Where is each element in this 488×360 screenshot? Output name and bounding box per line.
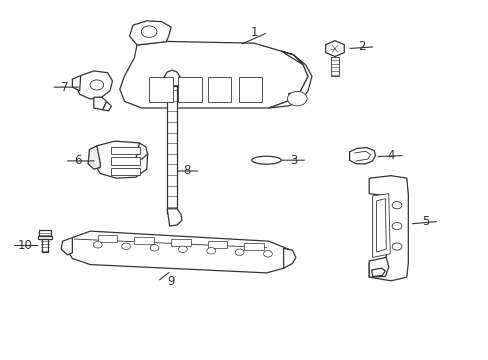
Polygon shape (376, 199, 386, 252)
Circle shape (391, 243, 401, 250)
Bar (98, 235, 117, 242)
Bar (149, 77, 172, 102)
Text: 2: 2 (357, 40, 365, 53)
Polygon shape (349, 148, 375, 164)
Polygon shape (39, 230, 51, 236)
Polygon shape (368, 257, 388, 277)
Circle shape (93, 242, 102, 248)
Polygon shape (288, 92, 303, 104)
Polygon shape (268, 51, 311, 108)
Polygon shape (129, 21, 171, 45)
Text: 10: 10 (18, 239, 33, 252)
Bar (111, 157, 140, 165)
Circle shape (235, 249, 244, 256)
Circle shape (263, 251, 272, 257)
Text: 1: 1 (250, 26, 258, 39)
Polygon shape (102, 102, 111, 111)
Polygon shape (136, 143, 147, 159)
Polygon shape (67, 231, 292, 273)
Circle shape (287, 91, 306, 106)
Bar (207, 77, 231, 102)
Polygon shape (371, 268, 385, 276)
Circle shape (122, 243, 130, 249)
Bar (178, 77, 202, 102)
Bar (171, 239, 190, 246)
Polygon shape (76, 71, 112, 99)
Text: 8: 8 (183, 165, 190, 177)
Text: 9: 9 (167, 275, 175, 288)
Polygon shape (167, 209, 182, 226)
Ellipse shape (251, 156, 281, 164)
Polygon shape (38, 236, 52, 239)
Circle shape (206, 248, 215, 254)
Bar (207, 241, 227, 248)
Polygon shape (283, 248, 295, 268)
Polygon shape (72, 76, 81, 91)
Bar (134, 238, 154, 244)
Circle shape (150, 244, 159, 251)
Bar (244, 243, 264, 250)
Bar (111, 147, 140, 154)
Text: 5: 5 (421, 215, 428, 228)
Polygon shape (330, 57, 338, 76)
Circle shape (141, 26, 157, 37)
Polygon shape (94, 97, 106, 110)
Polygon shape (167, 86, 177, 213)
Circle shape (391, 222, 401, 230)
Bar (238, 77, 262, 102)
Polygon shape (88, 146, 100, 169)
Circle shape (391, 202, 401, 209)
Circle shape (90, 80, 103, 90)
Text: 3: 3 (289, 154, 297, 167)
Polygon shape (120, 41, 307, 108)
Polygon shape (368, 176, 407, 281)
Text: 6: 6 (74, 154, 82, 167)
Polygon shape (61, 238, 72, 255)
Text: 7: 7 (61, 81, 69, 94)
Text: 4: 4 (386, 149, 394, 162)
Polygon shape (325, 41, 344, 57)
Polygon shape (94, 141, 147, 178)
Circle shape (178, 246, 187, 253)
Polygon shape (41, 239, 48, 252)
Bar (111, 168, 140, 175)
Polygon shape (372, 194, 389, 257)
Polygon shape (163, 70, 181, 86)
